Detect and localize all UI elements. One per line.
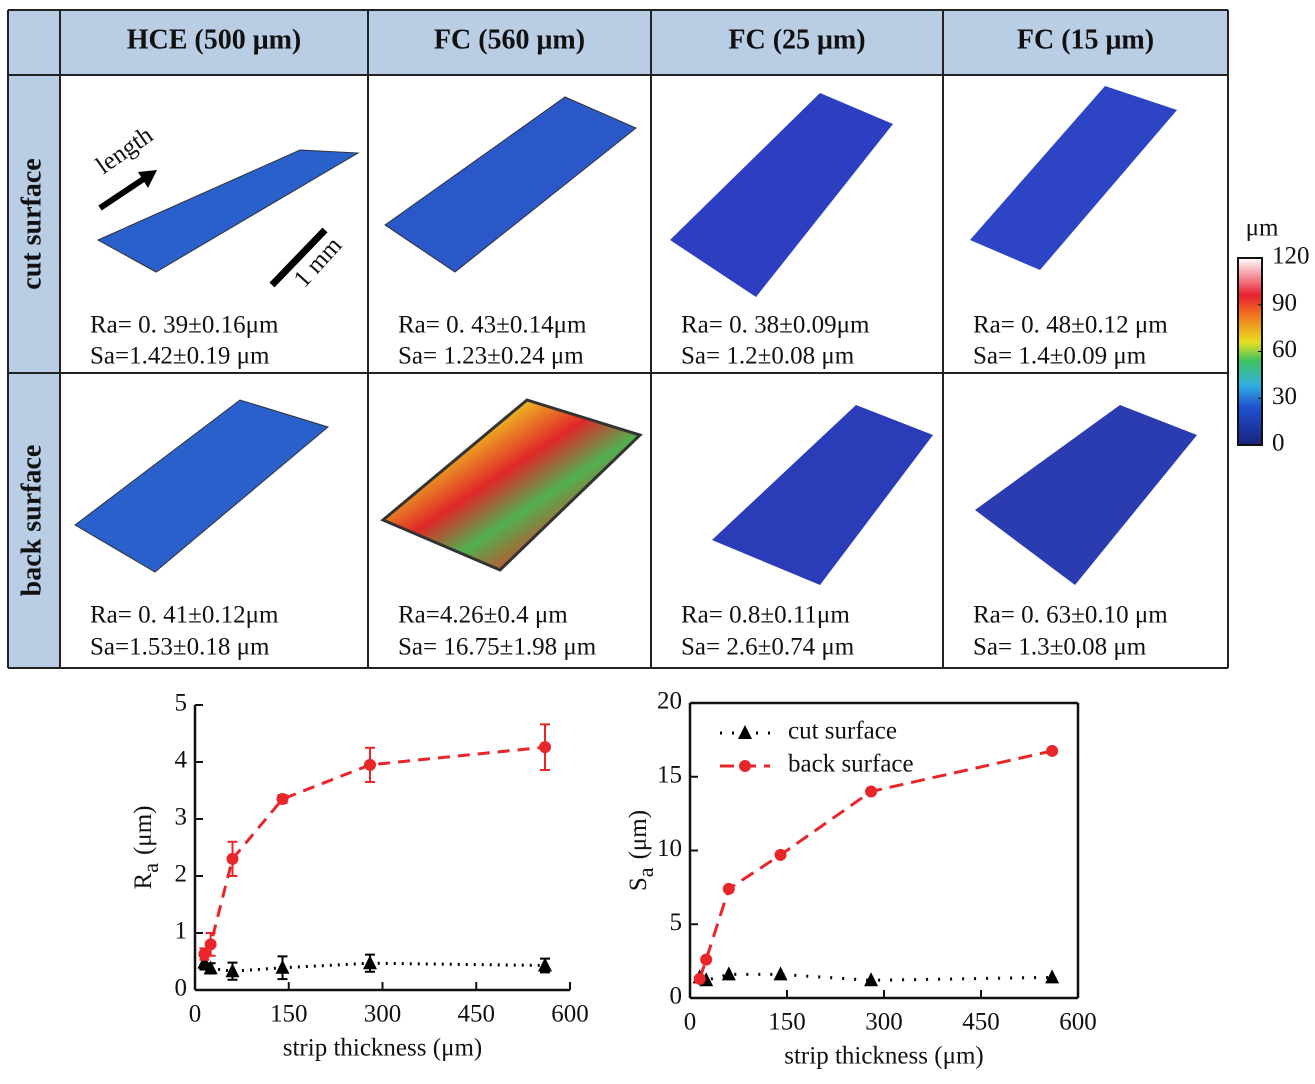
sa-value: Sa= 1.2±0.08 μm [681, 343, 855, 370]
ra-value: Ra=4.26±0.4 μm [398, 602, 568, 629]
x-tick-label: 300 [865, 1009, 903, 1036]
data-point [1046, 745, 1058, 757]
legend-marker [739, 760, 751, 772]
y-label-sub: a [633, 867, 658, 877]
data-point [722, 966, 736, 980]
x-axis-label: strip thickness (μm) [784, 1043, 984, 1070]
y-tick-label: 20 [657, 688, 682, 715]
y-tick-label: 10 [657, 835, 682, 862]
colorbar-tick-label: 30 [1272, 383, 1297, 410]
y-label-sub: a [138, 863, 163, 873]
x-axis-label: strip thickness (μm) [283, 1035, 483, 1062]
sa-value: Sa= 1.23±0.24 μm [398, 343, 584, 370]
ra-value: Ra= 0.8±0.11μm [681, 602, 850, 629]
legend-label: cut surface [788, 718, 897, 745]
series-line [204, 747, 545, 954]
column-header: FC (15 μm) [1017, 24, 1154, 55]
length-label: length [91, 121, 158, 179]
surface-map [975, 405, 1197, 585]
y-tick-label: 3 [175, 804, 188, 831]
x-tick-label: 150 [270, 1001, 308, 1028]
sa-value: Sa=1.42±0.19 μm [90, 343, 270, 370]
data-point [775, 849, 787, 861]
x-tick-label: 600 [1059, 1009, 1097, 1036]
x-tick-label: 0 [189, 1001, 202, 1028]
sa-value: Sa= 16.75±1.98 μm [398, 634, 597, 661]
y-axis-label: Ra (μm) [130, 806, 163, 890]
colorbar-unit: μm [1246, 215, 1279, 242]
surface-map [75, 400, 328, 572]
sa-value: Sa=1.53±0.18 μm [90, 634, 270, 661]
ra-value: Ra= 0. 38±0.09μm [681, 312, 870, 339]
surface-map [670, 93, 893, 297]
y-axis-label: Sa (μm) [625, 810, 658, 891]
data-point [227, 853, 239, 865]
y-tick-label: 5 [670, 909, 683, 936]
ra-value: Ra= 0. 39±0.16μm [90, 312, 279, 339]
row-label: cut surface [16, 158, 47, 289]
y-label-main: R [130, 872, 157, 889]
x-tick-label: 300 [364, 1001, 402, 1028]
y-tick-label: 4 [175, 747, 188, 774]
ra-value: Ra= 0. 43±0.14μm [398, 312, 587, 339]
sa-value: Sa= 2.6±0.74 μm [681, 634, 855, 661]
surface-map [385, 97, 636, 272]
data-point [363, 955, 377, 969]
colorbar-tick-label: 90 [1272, 289, 1297, 316]
colorbar-tick-label: 0 [1272, 430, 1285, 457]
y-label-unit: (μm) [130, 806, 157, 856]
x-tick-label: 600 [551, 1001, 589, 1028]
x-tick-label: 450 [962, 1009, 1000, 1036]
row-label: back surface [16, 445, 47, 597]
series-line [700, 974, 1052, 980]
x-tick-label: 450 [458, 1001, 496, 1028]
y-tick-label: 2 [175, 861, 188, 888]
y-tick-label: 15 [657, 761, 682, 788]
sa-value: Sa= 1.3±0.08 μm [973, 634, 1147, 661]
figure: length 1 mm HCE (500 μm)FC (560 μm)FC (2… [0, 0, 1315, 1079]
data-point [539, 741, 551, 753]
ra-value: Ra= 0. 48±0.12 μm [973, 312, 1168, 339]
column-header: FC (560 μm) [434, 24, 585, 55]
y-tick-label: 0 [175, 975, 188, 1002]
legend-label: back surface [788, 751, 914, 778]
data-point [723, 883, 735, 895]
legend-marker [738, 725, 752, 739]
colorbar-tick-label: 60 [1272, 336, 1297, 363]
column-header: HCE (500 μm) [127, 24, 302, 55]
y-tick-label: 5 [175, 690, 188, 717]
y-tick-label: 1 [175, 918, 188, 945]
surface-map [383, 400, 640, 570]
colorbar-tick-label: 120 [1272, 243, 1310, 270]
data-point [276, 960, 290, 974]
surface-map [970, 86, 1177, 270]
data-point [364, 759, 376, 771]
data-point [865, 786, 877, 798]
series-line [700, 751, 1052, 979]
x-tick-label: 0 [684, 1009, 697, 1036]
data-point [700, 954, 712, 966]
ra-value: Ra= 0. 63±0.10 μm [973, 602, 1168, 629]
surface-map [712, 405, 933, 585]
x-tick-label: 150 [768, 1009, 806, 1036]
sa-value: Sa= 1.4±0.09 μm [973, 343, 1147, 370]
y-label-unit: (μm) [625, 810, 652, 860]
data-point [277, 793, 289, 805]
y-tick-label: 0 [670, 983, 683, 1010]
y-label-main: S [625, 877, 652, 891]
data-point [205, 938, 217, 950]
data-point [694, 973, 706, 985]
ra-value: Ra= 0. 41±0.12μm [90, 602, 279, 629]
data-point [774, 966, 788, 980]
column-header: FC (25 μm) [728, 24, 865, 55]
arrow [100, 178, 145, 208]
